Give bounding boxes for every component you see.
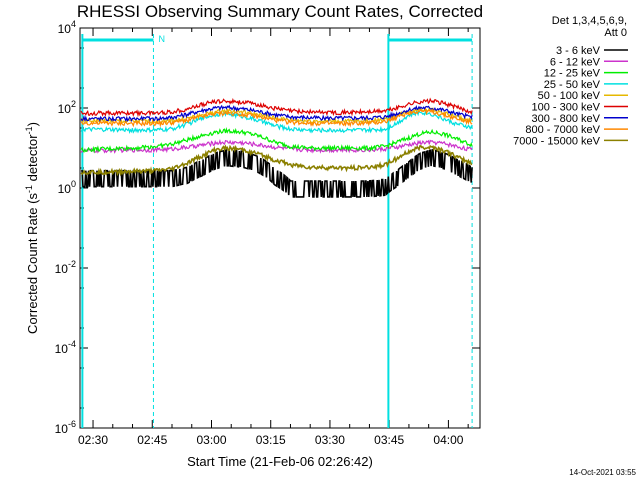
legend-label: 3 - 6 keV [556, 45, 601, 57]
legend-label: 50 - 100 keV [538, 90, 601, 102]
legend-label: 7000 - 15000 keV [513, 135, 601, 147]
x-tick-label: 04:00 [433, 433, 463, 447]
data-series [80, 97, 473, 198]
y-axis-label-mid: detector [25, 134, 40, 185]
legend-header: Det 1,3,4,5,6,9, [552, 15, 627, 27]
legend-label: 6 - 12 keV [550, 56, 601, 68]
legend-header: Att 0 [604, 27, 627, 39]
y-tick-label: 100 [58, 179, 76, 196]
y-tick-label: 102 [58, 99, 76, 116]
y-axis-label-main: Corrected Count Rate (s [25, 193, 40, 334]
y-axis-label-sup2: -1 [24, 126, 34, 134]
series-line-3-6kev [81, 149, 473, 198]
y-axis-label-end: ) [25, 122, 40, 126]
plot-frame [79, 27, 481, 429]
legend-label: 25 - 50 keV [544, 79, 601, 91]
axis-ticks: 02:30 02:45 03:00 03:15 03:30 03:45 04:00 104 10… [55, 19, 480, 447]
y-axis-label-sup1: -1 [24, 185, 34, 193]
series-line-12-25kev [80, 127, 473, 154]
chart-title: RHESSI Observing Summary Count Rates, Co… [77, 2, 483, 21]
legend-label: 12 - 25 keV [544, 68, 601, 80]
observing-markers: N [81, 34, 473, 428]
x-tick-label: 03:45 [374, 433, 404, 447]
y-tick-label: 10-6 [55, 419, 76, 436]
y-axis-label: Corrected Count Rate (s-1 detector-1) [24, 122, 40, 334]
x-axis-label: Start Time (21-Feb-06 02:26:42) [187, 454, 373, 469]
y-tick-label: 10-4 [55, 339, 76, 356]
series-line-25-50kev [80, 108, 473, 134]
legend-label: 300 - 800 keV [532, 113, 601, 125]
x-tick-label: 03:30 [315, 433, 345, 447]
series-line-6-12kev [80, 138, 473, 154]
y-tick-label: 104 [58, 19, 76, 36]
saa-flag-label: N [158, 34, 165, 44]
x-tick-label: 02:45 [137, 433, 167, 447]
y-tick-label: 10-2 [55, 259, 76, 276]
x-tick-label: 03:00 [196, 433, 226, 447]
series-line-300-800kev [80, 104, 473, 123]
render-timestamp: 14-Oct-2021 03:55 [569, 468, 636, 477]
legend-label: 100 - 300 keV [532, 102, 601, 114]
series-line-800-7000kev [80, 107, 473, 128]
series-line-100-300kev [80, 97, 473, 118]
x-tick-label: 03:15 [256, 433, 286, 447]
legend-label: 800 - 7000 keV [525, 124, 600, 136]
x-tick-label: 02:30 [78, 433, 108, 447]
series-line-7000-15000kev [80, 144, 473, 177]
